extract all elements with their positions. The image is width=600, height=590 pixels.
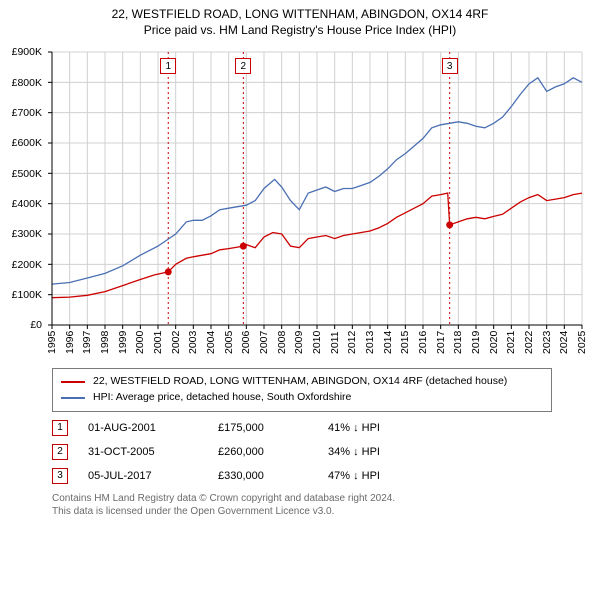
x-tick-label: 2006 (240, 331, 252, 354)
chart-area: £0£100K£200K£300K£400K£500K£600K£700K£80… (10, 42, 590, 362)
y-tick-label: £0 (2, 319, 42, 331)
x-tick-label: 2023 (541, 331, 553, 354)
x-tick-label: 2017 (435, 331, 447, 354)
x-tick-label: 2024 (558, 331, 570, 354)
y-tick-label: £600K (2, 137, 42, 149)
legend: 22, WESTFIELD ROAD, LONG WITTENHAM, ABIN… (52, 368, 552, 412)
event-marker-badge: 3 (442, 58, 458, 74)
y-tick-label: £700K (2, 107, 42, 119)
title-line1: 22, WESTFIELD ROAD, LONG WITTENHAM, ABIN… (10, 6, 590, 22)
x-tick-label: 2007 (258, 331, 270, 354)
x-tick-label: 1999 (117, 331, 129, 354)
legend-item: HPI: Average price, detached house, Sout… (61, 390, 543, 406)
title-line2: Price paid vs. HM Land Registry's House … (10, 22, 590, 38)
y-tick-label: £100K (2, 289, 42, 301)
event-date: 31-OCT-2005 (88, 446, 198, 458)
x-tick-label: 2020 (488, 331, 500, 354)
x-tick-label: 1998 (99, 331, 111, 354)
x-tick-label: 2005 (223, 331, 235, 354)
x-tick-label: 2000 (134, 331, 146, 354)
event-date: 01-AUG-2001 (88, 422, 198, 434)
event-date: 05-JUL-2017 (88, 470, 198, 482)
event-delta: 41% ↓ HPI (328, 422, 552, 434)
x-tick-label: 2021 (505, 331, 517, 354)
x-tick-label: 2003 (187, 331, 199, 354)
x-tick-label: 2025 (576, 331, 588, 354)
event-row: 3 05-JUL-2017 £330,000 47% ↓ HPI (52, 468, 552, 484)
y-tick-label: £400K (2, 198, 42, 210)
x-tick-label: 2001 (152, 331, 164, 354)
x-tick-label: 2013 (364, 331, 376, 354)
chart-title: 22, WESTFIELD ROAD, LONG WITTENHAM, ABIN… (10, 6, 590, 38)
event-delta: 34% ↓ HPI (328, 446, 552, 458)
y-tick-label: £900K (2, 46, 42, 58)
chart-svg (10, 42, 590, 362)
event-badge: 3 (52, 468, 68, 484)
x-tick-label: 2011 (329, 332, 341, 355)
event-delta: 47% ↓ HPI (328, 470, 552, 482)
x-tick-label: 2016 (417, 331, 429, 354)
x-tick-label: 2019 (470, 331, 482, 354)
x-tick-label: 2018 (452, 331, 464, 354)
event-marker-badge: 2 (235, 58, 251, 74)
footer-line1: Contains HM Land Registry data © Crown c… (52, 492, 552, 506)
x-tick-label: 1996 (64, 331, 76, 354)
y-tick-label: £800K (2, 77, 42, 89)
y-tick-label: £200K (2, 259, 42, 271)
legend-swatch (61, 397, 85, 399)
legend-label: HPI: Average price, detached house, Sout… (93, 390, 351, 406)
x-tick-label: 2012 (346, 331, 358, 354)
x-tick-label: 2014 (382, 331, 394, 354)
event-badge: 2 (52, 444, 68, 460)
event-price: £260,000 (218, 446, 308, 458)
x-tick-label: 1997 (81, 331, 93, 354)
legend-label: 22, WESTFIELD ROAD, LONG WITTENHAM, ABIN… (93, 374, 507, 390)
legend-swatch (61, 381, 85, 383)
x-tick-label: 1995 (46, 331, 58, 354)
y-tick-label: £300K (2, 228, 42, 240)
x-tick-label: 2002 (170, 331, 182, 354)
footer-line2: This data is licensed under the Open Gov… (52, 505, 552, 519)
footer: Contains HM Land Registry data © Crown c… (52, 492, 552, 519)
x-tick-label: 2008 (276, 331, 288, 354)
x-tick-label: 2010 (311, 331, 323, 354)
x-tick-label: 2004 (205, 331, 217, 354)
event-marker-badge: 1 (160, 58, 176, 74)
y-tick-label: £500K (2, 168, 42, 180)
event-badge: 1 (52, 420, 68, 436)
event-price: £175,000 (218, 422, 308, 434)
legend-item: 22, WESTFIELD ROAD, LONG WITTENHAM, ABIN… (61, 374, 543, 390)
event-price: £330,000 (218, 470, 308, 482)
event-row: 2 31-OCT-2005 £260,000 34% ↓ HPI (52, 444, 552, 460)
x-tick-label: 2009 (293, 331, 305, 354)
event-row: 1 01-AUG-2001 £175,000 41% ↓ HPI (52, 420, 552, 436)
event-table: 1 01-AUG-2001 £175,000 41% ↓ HPI 2 31-OCT-200… (52, 420, 552, 484)
x-tick-label: 2015 (399, 331, 411, 354)
x-tick-label: 2022 (523, 331, 535, 354)
